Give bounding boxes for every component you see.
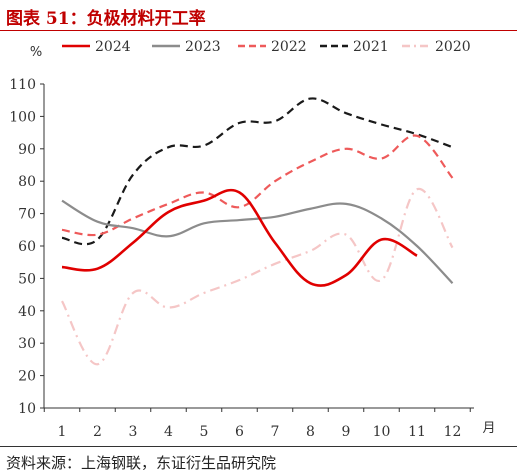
legend-label-2023: 2023 [185, 39, 221, 55]
chart-legend: 2024 2023 2022 2021 2020 [62, 39, 471, 55]
x-tick-label: 10 [373, 424, 391, 440]
y-tick-label: 40 [18, 304, 36, 320]
legend-label-2021: 2021 [353, 39, 389, 55]
x-tick-label: 5 [200, 424, 209, 440]
x-tick-label: 4 [164, 424, 173, 440]
series-line-2024 [61, 188, 418, 287]
series-line-2023 [61, 199, 454, 285]
x-tick-label: 6 [235, 424, 244, 440]
x-tick-label: 12 [444, 424, 462, 440]
y-tick-label: 20 [18, 369, 36, 385]
x-axis-label: 月 [482, 421, 495, 436]
x-tick-label: 1 [58, 424, 67, 440]
source-note: 资料来源：上海钢联，东证衍生品研究院 [6, 454, 277, 472]
y-axis-label: % [30, 45, 42, 60]
x-tick-label: 11 [408, 424, 426, 440]
y-tick-label: 70 [18, 207, 36, 223]
x-tick-label: 7 [271, 424, 280, 440]
x-tick-label: 8 [306, 424, 315, 440]
title-divider [0, 30, 517, 31]
series-line-2022 [61, 134, 454, 237]
line-chart: 2024 2023 2022 2021 2020 % 10 20 30 40 50 60 70 80 9… [9, 39, 495, 440]
series-line-2020 [61, 188, 454, 366]
series-line-2021 [61, 97, 453, 246]
legend-label-2020: 2020 [435, 39, 471, 55]
legend-label-2024: 2024 [95, 39, 131, 55]
y-tick-label: 50 [18, 271, 36, 287]
y-tick-label: 110 [9, 77, 36, 93]
y-tick-label: 80 [18, 174, 36, 190]
source-divider [0, 446, 517, 447]
x-tick-label: 9 [342, 424, 351, 440]
y-tick-label: 10 [18, 401, 36, 417]
figure-title: 图表 51：负极材料开工率 [6, 9, 206, 29]
x-tick-label: 3 [129, 424, 138, 440]
y-tick-label: 30 [18, 336, 36, 352]
x-tick-label: 2 [93, 424, 102, 440]
chart-series [61, 97, 454, 366]
y-tick-label: 60 [18, 239, 36, 255]
y-tick-label: 90 [18, 142, 36, 158]
y-tick-label: 100 [9, 109, 36, 125]
legend-label-2022: 2022 [271, 39, 307, 55]
